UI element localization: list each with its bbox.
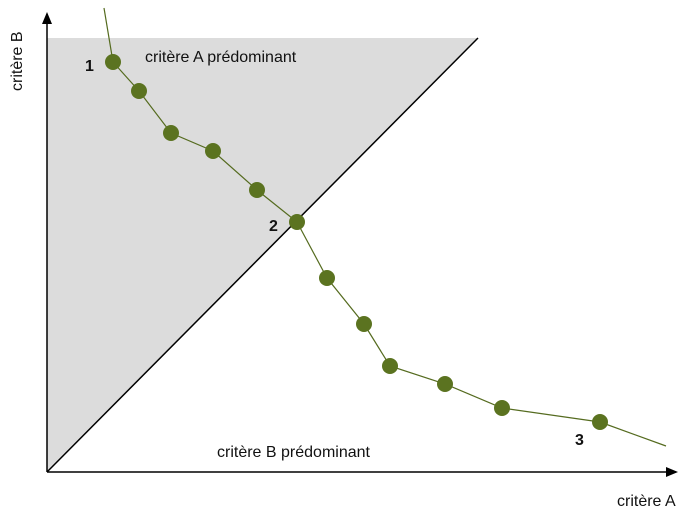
curve-point <box>205 143 221 159</box>
point-label-3: 3 <box>575 432 584 449</box>
curve-point <box>437 376 453 392</box>
curve-point <box>356 316 372 332</box>
curve-markers <box>105 54 608 430</box>
curve-point <box>319 270 335 286</box>
curve-point <box>131 83 147 99</box>
region-a-label: critère A prédominant <box>145 49 297 66</box>
curve-point <box>592 414 608 430</box>
curve-point <box>289 214 305 230</box>
x-axis-label: critère A <box>617 493 676 510</box>
curve-point <box>249 182 265 198</box>
diagonal-line <box>46 37 479 473</box>
y-axis-label: critère B <box>9 31 26 91</box>
region-b-label: critère B prédominant <box>217 444 371 461</box>
point-label-1: 1 <box>85 58 94 75</box>
curve-point <box>163 125 179 141</box>
curve-point <box>382 358 398 374</box>
tradeoff-curve <box>103 7 667 447</box>
curve-point <box>105 54 121 70</box>
point-label-2: 2 <box>269 218 278 235</box>
curve-point <box>494 400 510 416</box>
